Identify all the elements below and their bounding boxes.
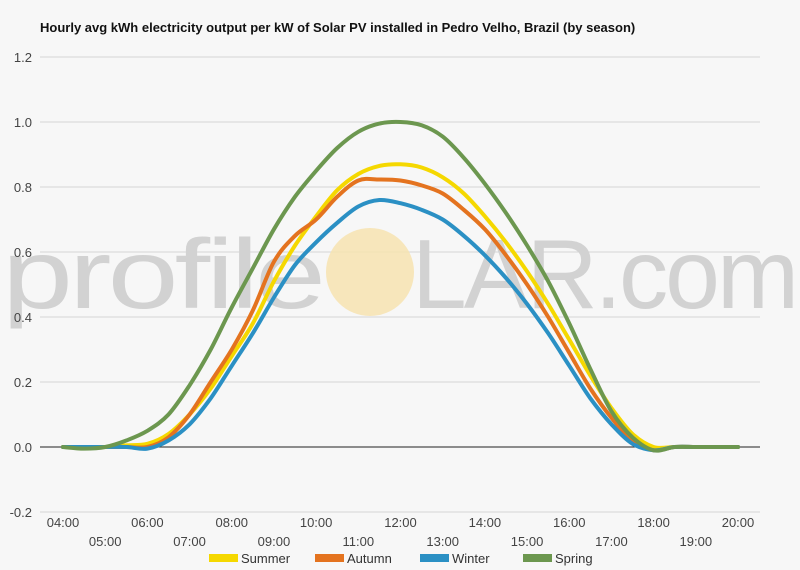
watermark-text-right: LAR.com [412, 219, 796, 329]
x-tick-label: 06:00 [131, 515, 164, 530]
y-tick-label: 0.0 [14, 440, 32, 455]
x-tick-label: 07:00 [173, 534, 206, 549]
legend-swatch-spring [523, 554, 552, 562]
x-tick-label: 17:00 [595, 534, 628, 549]
watermark-text-left: profile [2, 219, 322, 329]
series-line-autumn [61, 176, 740, 453]
series-layer [61, 119, 740, 453]
series-line-spring [61, 119, 740, 453]
x-axis: 04:00 05:00 06:00 07:00 08:00 09:00 10:00 11:00… [47, 515, 755, 549]
x-tick-label: 08:00 [215, 515, 248, 530]
y-tick-label: 0.6 [14, 245, 32, 260]
y-tick-label: 1.2 [14, 50, 32, 65]
legend-label-autumn: Autumn [347, 551, 392, 566]
x-tick-label: 19:00 [680, 534, 713, 549]
x-tick-label: 20:00 [722, 515, 755, 530]
watermark: profile LAR.com [2, 219, 799, 329]
y-tick-label: 0.4 [14, 310, 32, 325]
y-axis: -0.2 0.0 0.2 0.4 0.6 0.8 1.0 1.2 [10, 50, 32, 520]
y-tick-label: -0.2 [10, 505, 32, 520]
x-tick-label: 14:00 [469, 515, 502, 530]
legend-label-winter: Winter [452, 551, 490, 566]
x-tick-label: 05:00 [89, 534, 122, 549]
legend-swatch-summer [209, 554, 238, 562]
x-tick-label: 18:00 [637, 515, 670, 530]
y-tick-label: 1.0 [14, 115, 32, 130]
y-tick-label: 0.8 [14, 180, 32, 195]
legend: Summer Autumn Winter Spring [209, 551, 593, 566]
x-tick-label: 11:00 [343, 534, 375, 549]
legend-label-spring: Spring [555, 551, 593, 566]
x-tick-label: 13:00 [426, 534, 459, 549]
legend-swatch-autumn [315, 554, 344, 562]
legend-label-summer: Summer [241, 551, 291, 566]
series-line-winter [61, 197, 740, 453]
watermark-sun-icon [326, 228, 414, 316]
x-tick-label: 12:00 [384, 515, 417, 530]
x-tick-label: 10:00 [300, 515, 333, 530]
x-tick-label: 15:00 [511, 534, 544, 549]
x-tick-label: 09:00 [258, 534, 291, 549]
chart-title: Hourly avg kWh electricity output per kW… [40, 20, 636, 35]
y-tick-label: 0.2 [14, 375, 32, 390]
x-tick-label: 04:00 [47, 515, 80, 530]
x-tick-label: 16:00 [553, 515, 586, 530]
legend-swatch-winter [420, 554, 449, 562]
